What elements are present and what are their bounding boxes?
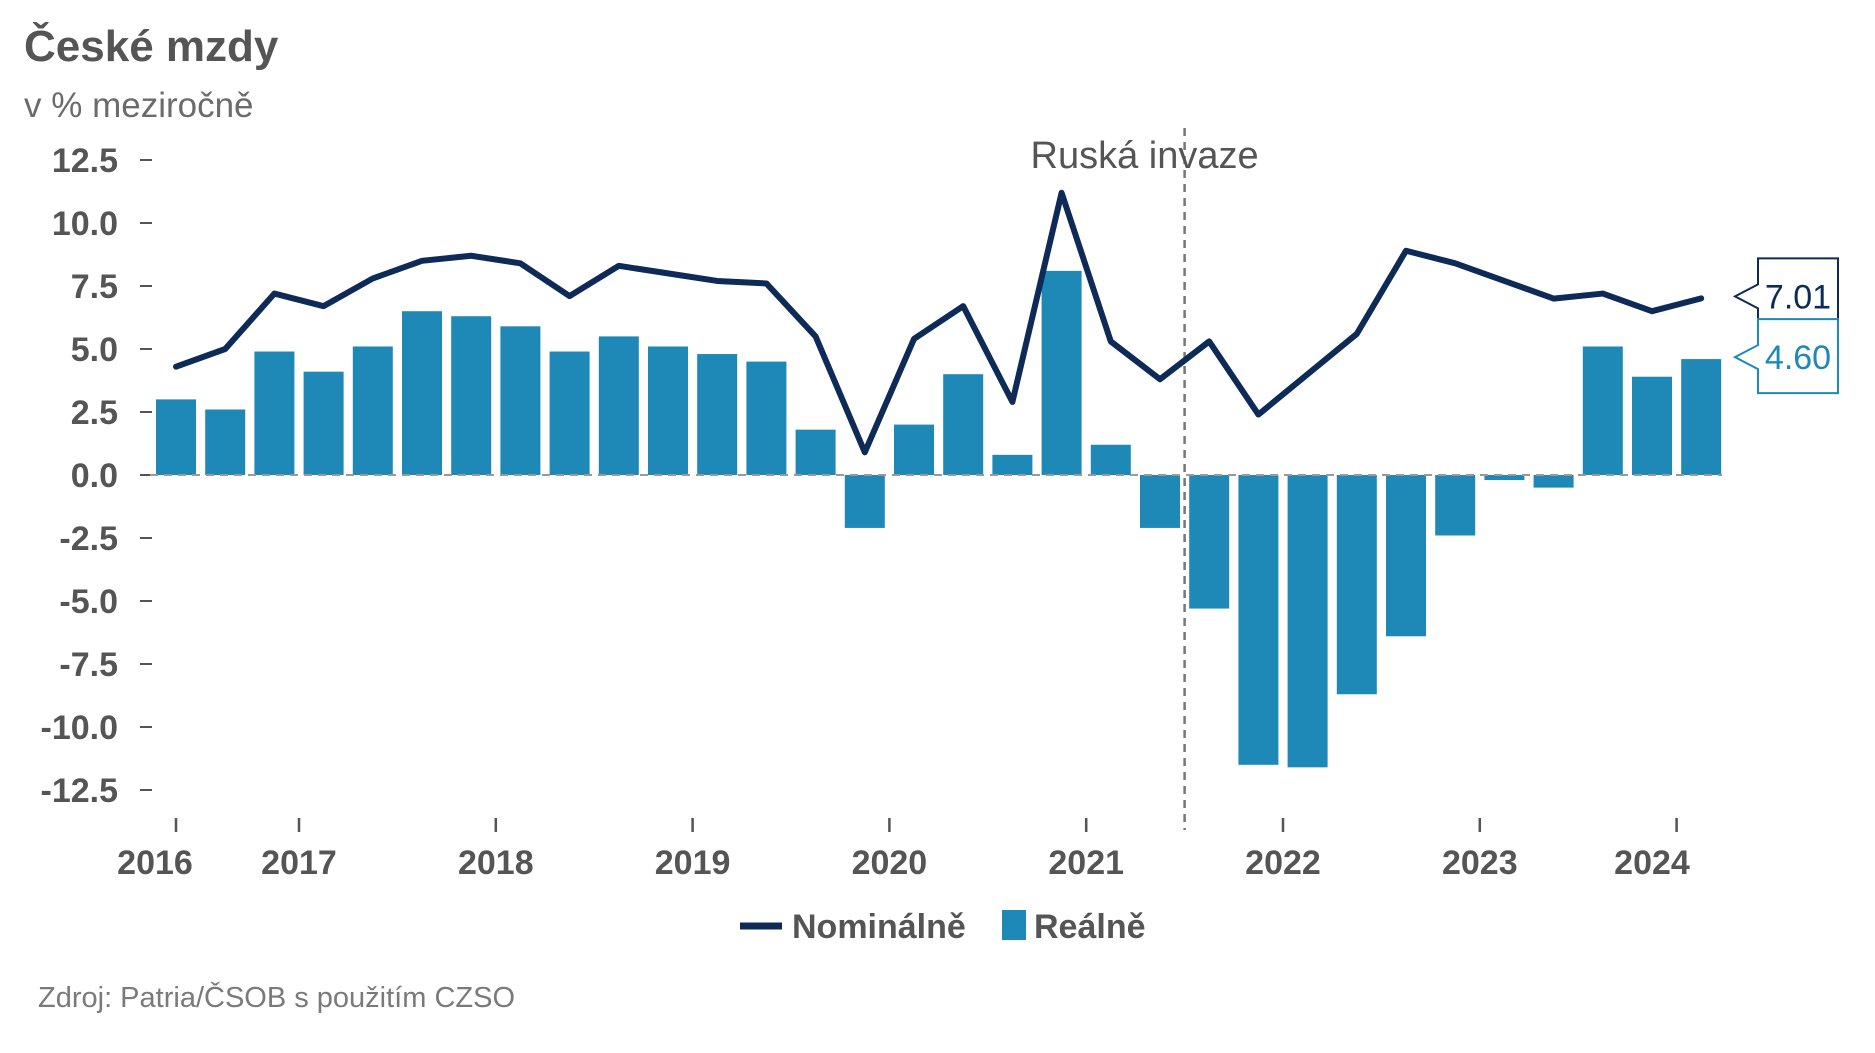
y-tick-label: -7.5 [59,646,118,684]
nominal-callout-value: 7.01 [1765,278,1831,316]
bar-real [598,336,639,475]
bar-real [1041,270,1082,475]
nominal-series-line [173,189,1705,456]
bar-real [1582,346,1623,475]
y-tick-label: 5.0 [71,331,118,369]
x-axis: 2016 2017 2018 2019 2020 2021 2022 2023 2024 [117,818,1690,882]
bar-real [795,429,836,475]
bar-real [1090,444,1131,475]
event-marker: Ruská invaze [1031,128,1259,830]
bar-real [697,354,738,475]
event-label: Ruská invaze [1031,135,1259,177]
nominal-line [173,189,1705,456]
x-year-label: 2021 [1048,844,1124,882]
x-year-label: 2019 [655,844,731,882]
bar-real [402,311,442,475]
bar-real [1681,359,1722,475]
bar-real [844,475,885,528]
source-note: Zdroj: Patria/ČSOB s použitím CZSO [38,982,516,1014]
y-tick-label: 12.5 [52,142,118,180]
chart-title: České mzdy [24,22,279,71]
y-tick-label: 0.0 [71,457,118,495]
nominal-callout-box [1732,257,1839,334]
real-callout-value: 4.60 [1765,339,1831,377]
bar-real [1238,475,1279,765]
bar-real [451,316,492,475]
bar-real [894,424,934,475]
bar-real [746,361,787,475]
legend-real-swatch [1002,910,1026,940]
legend-nominal-label: Nominálně [792,908,966,946]
x-year-label: 2017 [261,844,337,882]
bar-real [1336,475,1377,695]
bar-real [549,351,590,475]
y-tick-label: 7.5 [71,268,118,306]
bar-real [303,371,344,475]
bar-real [205,409,246,475]
x-year-label: 2016 [117,844,193,882]
chart-subtitle: v % meziročně [24,86,254,125]
bar-real [254,351,295,475]
bar-real [1140,475,1180,528]
x-year-label: 2022 [1245,844,1321,882]
bar-real [352,346,393,475]
bar-real [1484,475,1525,481]
real-bars [156,270,1722,768]
x-year-label: 2020 [852,844,928,882]
y-tick-label: -10.0 [41,709,119,747]
bar-real [648,346,688,475]
x-year-label: 2024 [1614,844,1690,882]
legend-real-label: Reálně [1034,908,1146,946]
bar-real [1386,475,1426,637]
value-callouts: 7.01 4.60 [1732,257,1839,395]
bar-real [156,399,196,475]
bar-real [1533,475,1574,488]
y-tick-label: 10.0 [52,205,118,243]
bar-real [500,326,541,475]
bar-real [1287,475,1328,768]
bar-real [992,454,1033,475]
bar-real [1189,475,1230,609]
real-callout-box [1732,318,1839,395]
legend: Nominálně Reálně [740,908,1146,946]
y-axis: 12.5 10.0 7.5 5.0 2.5 0.0 -2.5 -5.0 -7.5 -10.0 -12… [41,142,152,810]
y-tick-label: -2.5 [59,520,118,558]
bar-real [1632,376,1672,475]
x-year-label: 2018 [458,844,534,882]
y-tick-label: -12.5 [41,772,119,810]
y-tick-label: 2.5 [71,394,118,432]
bar-real [943,374,984,475]
y-tick-label: -5.0 [59,583,118,621]
bar-real [1435,475,1476,536]
x-year-label: 2023 [1442,844,1518,882]
